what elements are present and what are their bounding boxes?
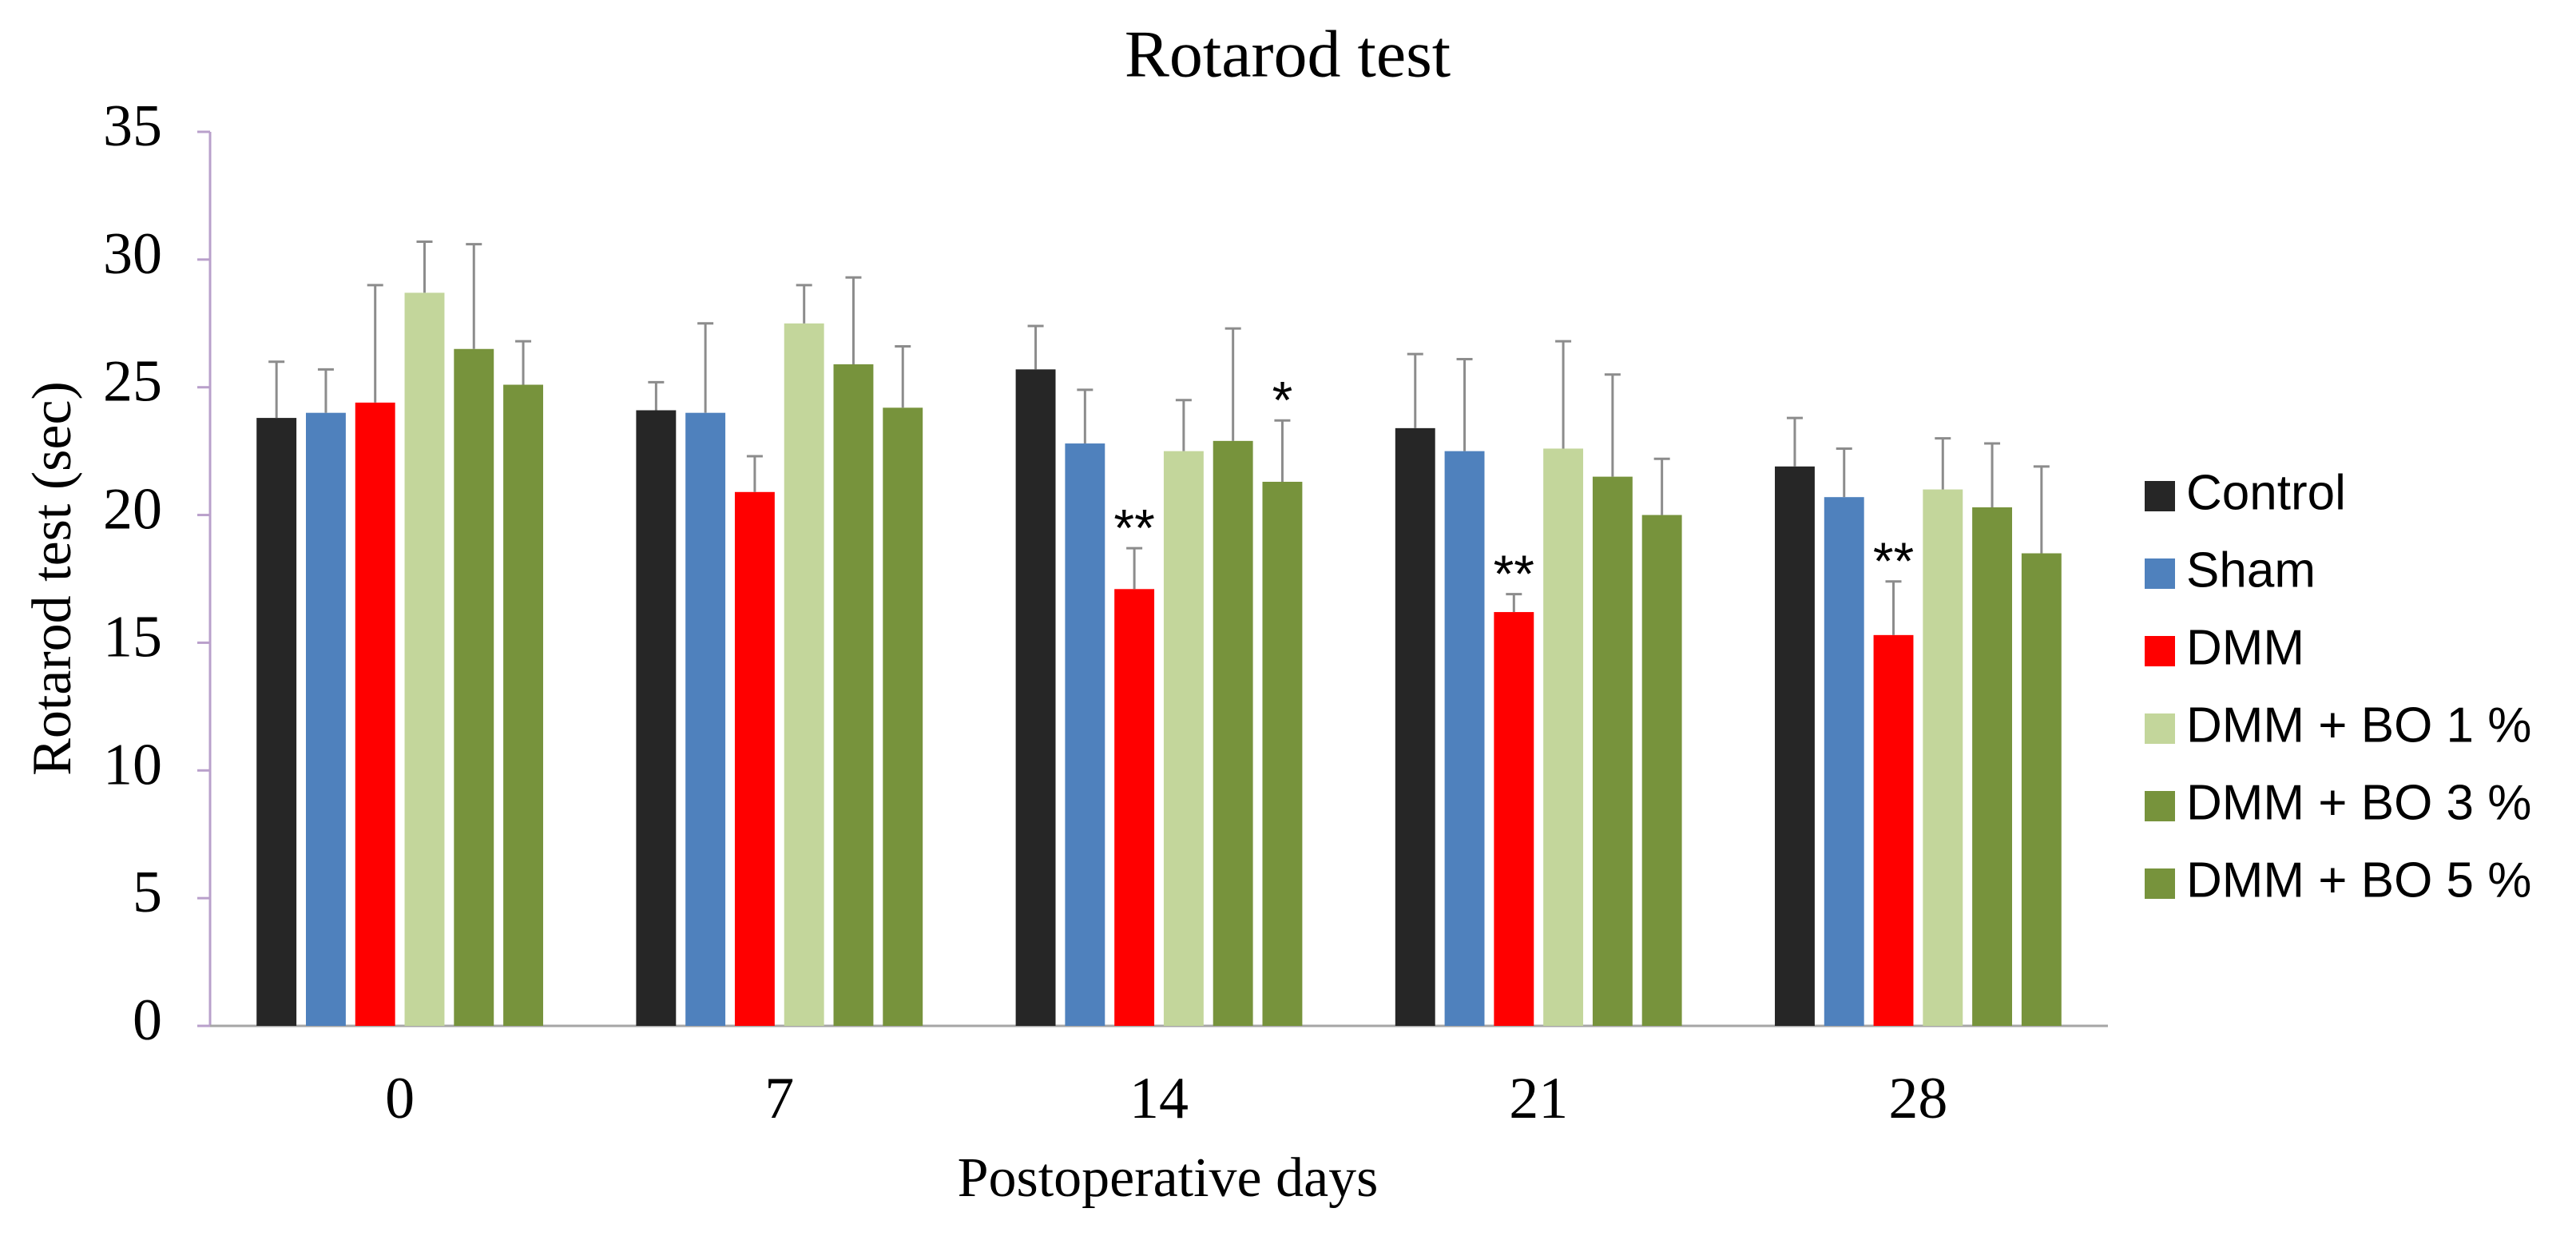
error-bar bbox=[1836, 447, 1852, 498]
error-bar bbox=[1077, 388, 1094, 444]
error-bar bbox=[1984, 442, 2001, 507]
error-bar bbox=[845, 276, 862, 364]
chart-title: Rotarod test bbox=[1125, 17, 1451, 91]
bar bbox=[1972, 507, 2013, 1026]
x-tick-label: 21 bbox=[1509, 1066, 1568, 1131]
y-tick-label: 20 bbox=[103, 477, 162, 543]
significance-label: ** bbox=[1113, 499, 1154, 558]
bar bbox=[784, 323, 824, 1026]
bar bbox=[355, 402, 395, 1026]
bar bbox=[503, 384, 543, 1026]
y-tick-label: 30 bbox=[103, 221, 162, 287]
bar bbox=[454, 348, 494, 1026]
error-bar bbox=[1027, 324, 1044, 370]
error-bar bbox=[515, 340, 532, 385]
bar bbox=[1592, 476, 1633, 1026]
error-bar bbox=[1786, 416, 1803, 467]
error-bar bbox=[1653, 457, 1670, 515]
bar bbox=[1824, 497, 1864, 1026]
bar bbox=[685, 412, 726, 1026]
legend-label: Control bbox=[2186, 465, 2346, 520]
bar bbox=[256, 418, 297, 1026]
y-tick-label: 10 bbox=[103, 732, 162, 797]
legend-swatch bbox=[2145, 713, 2175, 744]
legend-label: DMM bbox=[2186, 620, 2304, 675]
error-bar bbox=[1274, 419, 1291, 483]
error-bar bbox=[1506, 593, 1522, 613]
error-bar bbox=[1407, 352, 1423, 428]
bar bbox=[1494, 612, 1534, 1026]
significance-label: ** bbox=[1873, 531, 1914, 590]
y-tick-label: 5 bbox=[133, 860, 162, 925]
bar bbox=[1262, 482, 1303, 1026]
legend-label: DMM + BO 1 % bbox=[2186, 698, 2531, 753]
error-bar bbox=[746, 455, 763, 492]
bar bbox=[1923, 489, 1963, 1026]
bar bbox=[305, 412, 346, 1026]
error-bar bbox=[2033, 465, 2050, 554]
bar bbox=[833, 364, 874, 1026]
y-axis-label: Rotarod test (sec) bbox=[22, 381, 83, 776]
error-bar bbox=[648, 380, 665, 411]
legend-label: Sham bbox=[2186, 543, 2316, 598]
bar bbox=[636, 410, 677, 1026]
bar bbox=[1641, 515, 1682, 1026]
error-bar bbox=[1555, 340, 1572, 449]
error-bar bbox=[697, 322, 714, 413]
error-bar bbox=[1604, 373, 1621, 477]
y-tick-label: 15 bbox=[103, 604, 162, 670]
legend-label: DMM + BO 5 % bbox=[2186, 853, 2531, 908]
significance-label: * bbox=[1272, 371, 1293, 430]
bar bbox=[1775, 466, 1815, 1026]
error-bar bbox=[1224, 327, 1241, 441]
y-tick-label: 25 bbox=[103, 349, 162, 415]
y-tick-label: 35 bbox=[103, 93, 162, 159]
error-bar bbox=[1935, 437, 1951, 490]
bar bbox=[2021, 553, 2062, 1026]
significance-label: ** bbox=[1494, 544, 1534, 603]
bar bbox=[1543, 448, 1584, 1026]
x-tick-label: 14 bbox=[1129, 1066, 1189, 1131]
bar bbox=[1873, 634, 1914, 1026]
x-tick-label: 7 bbox=[764, 1066, 794, 1131]
error-bar bbox=[1456, 358, 1473, 451]
x-tick-label: 0 bbox=[385, 1066, 415, 1131]
error-bar bbox=[317, 368, 334, 413]
bar bbox=[1163, 451, 1204, 1026]
bar bbox=[1015, 369, 1056, 1026]
bar bbox=[734, 491, 775, 1026]
bar bbox=[404, 292, 445, 1026]
error-bar bbox=[416, 240, 433, 293]
bar bbox=[1114, 589, 1155, 1026]
legend-label: DMM + BO 3 % bbox=[2186, 775, 2531, 830]
error-bar bbox=[1175, 399, 1192, 451]
y-tick-label: 0 bbox=[133, 988, 162, 1053]
bar bbox=[1213, 440, 1253, 1026]
legend-swatch bbox=[2145, 868, 2175, 899]
error-bar bbox=[466, 243, 482, 349]
legend-swatch bbox=[2145, 791, 2175, 821]
x-axis-label: Postoperative days bbox=[958, 1147, 1379, 1209]
error-bar bbox=[796, 284, 812, 324]
x-tick-label: 28 bbox=[1888, 1066, 1947, 1131]
bar bbox=[883, 407, 923, 1026]
error-bar bbox=[1126, 546, 1143, 590]
error-bar bbox=[1885, 580, 1902, 635]
legend-swatch bbox=[2145, 636, 2175, 666]
bar bbox=[1395, 427, 1435, 1026]
bar bbox=[1065, 443, 1105, 1026]
legend-swatch bbox=[2145, 481, 2175, 511]
legend-swatch bbox=[2145, 558, 2175, 589]
error-bar bbox=[268, 360, 285, 419]
bar bbox=[1444, 451, 1485, 1026]
error-bar bbox=[367, 284, 383, 403]
error-bar bbox=[895, 345, 911, 408]
